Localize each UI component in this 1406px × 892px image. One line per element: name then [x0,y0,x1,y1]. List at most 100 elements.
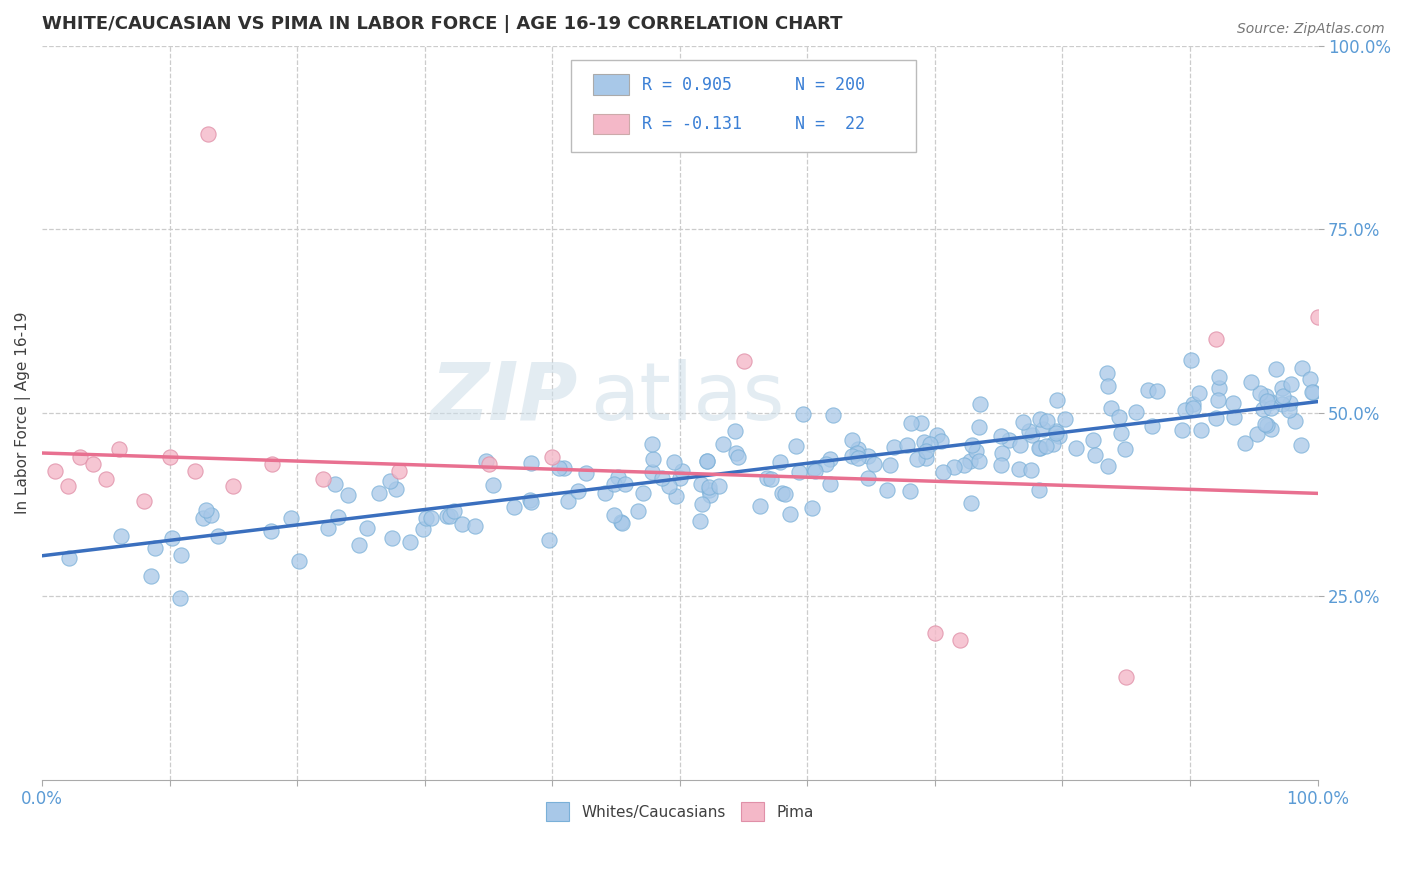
Point [697,483,720,497]
Point [143,541,166,555]
Point [575,467,598,481]
Point [1208,369,1230,384]
Point [222,479,245,493]
Point [990,429,1012,443]
Point [943,460,966,475]
Point [323,476,346,491]
Point [699,480,721,494]
Point [1084,449,1107,463]
Point [1108,410,1130,425]
Point [110,529,132,543]
Point [689,514,711,528]
Point [924,625,946,640]
Point [969,397,991,411]
Point [725,446,748,460]
Point [1146,384,1168,398]
Point [818,477,841,491]
Text: N =  22: N = 22 [794,115,865,133]
Point [477,457,499,471]
Point [481,478,503,492]
Point [1301,384,1323,399]
Point [1223,410,1246,425]
Point [856,450,879,464]
Text: R = 0.905: R = 0.905 [641,76,731,94]
Point [1097,459,1119,474]
Point [1097,366,1119,380]
Point [378,474,401,488]
Point [669,470,692,484]
Point [960,438,983,452]
Point [1028,483,1050,497]
Point [420,511,443,525]
Point [44,464,66,478]
Point [207,529,229,543]
Point [1271,397,1294,411]
Point [1281,377,1303,392]
Point [336,487,359,501]
Point [1249,386,1271,401]
Point [519,456,541,470]
Point [769,455,792,469]
Point [1222,396,1244,410]
Point [1171,423,1194,437]
Point [82,457,104,471]
Point [193,511,215,525]
Point [1260,394,1282,409]
Point [1289,438,1312,452]
Point [1208,381,1230,395]
Point [910,416,932,430]
Point [280,511,302,525]
Point [610,515,633,529]
Point [1188,385,1211,400]
Point [1278,396,1301,410]
Point [953,458,976,472]
Point [159,450,181,464]
Point [169,591,191,605]
Legend: Whites/Caucasians, Pima: Whites/Caucasians, Pima [540,797,820,827]
Point [603,508,626,522]
Point [900,416,922,430]
Point [1205,411,1227,425]
Point [607,470,630,484]
Point [848,442,870,456]
Point [1008,461,1031,475]
Point [862,457,884,471]
Point [200,508,222,522]
Point [883,440,905,454]
Point [1047,429,1070,443]
Point [94,472,117,486]
Point [288,554,311,568]
Point [612,516,634,530]
Point [733,354,755,368]
Point [759,472,782,486]
Point [804,463,827,477]
Point [727,450,749,465]
Point [312,472,335,486]
Point [898,483,921,498]
Point [1029,412,1052,426]
Point [1053,411,1076,425]
Point [931,465,953,479]
Point [773,487,796,501]
Point [1180,353,1202,368]
Point [1036,414,1059,428]
Point [627,504,650,518]
Point [1042,437,1064,451]
Point [1008,438,1031,452]
Point [856,470,879,484]
Point [519,493,541,508]
Point [1256,393,1278,408]
Point [1174,403,1197,417]
Point [709,479,731,493]
Point [1240,376,1263,390]
Point [1206,393,1229,408]
Point [998,434,1021,448]
Point [260,524,283,538]
Point [557,493,579,508]
Point [541,450,564,464]
Point [450,516,472,531]
Point [949,633,972,648]
Point [349,538,371,552]
Text: N = 200: N = 200 [794,76,865,94]
Point [1046,393,1069,408]
